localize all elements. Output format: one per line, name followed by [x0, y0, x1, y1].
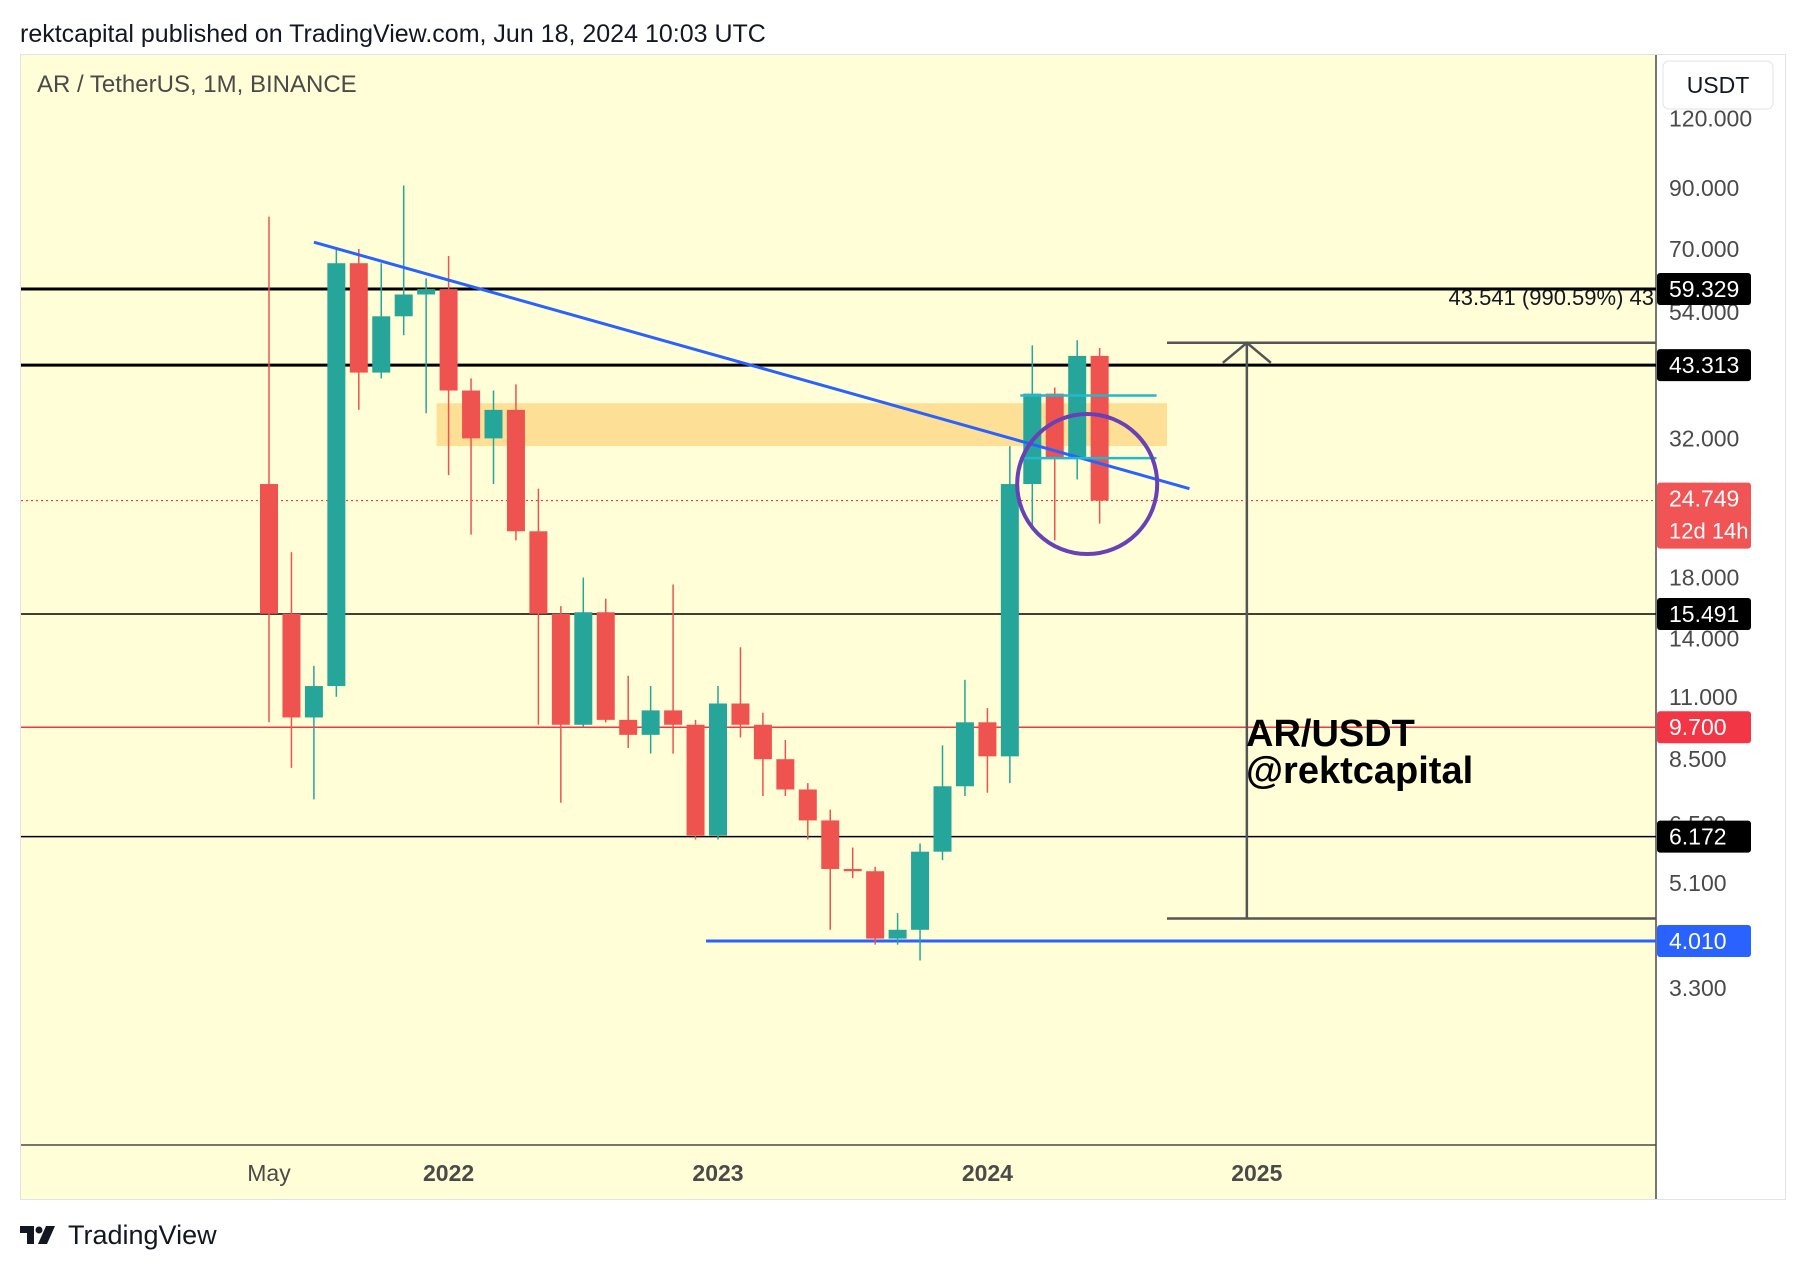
countdown-label: 12d 14h [1669, 519, 1749, 544]
y-tick-label: 90.000 [1669, 175, 1739, 201]
candle-body [1090, 355, 1109, 501]
price-label: 4.010 [1669, 928, 1727, 954]
candle-body [372, 316, 391, 373]
measure-label: 43.541 (990.59%) 43 [1449, 285, 1655, 310]
time-axis-background [21, 1145, 1656, 1199]
price-label-box [1657, 820, 1751, 853]
plot-background [21, 55, 1656, 1145]
price-label: 43.313 [1669, 352, 1739, 378]
y-tick-label: 70.000 [1669, 236, 1739, 262]
candle-body [641, 710, 660, 735]
candle-body [664, 710, 683, 725]
y-tick-label: 3.300 [1669, 975, 1727, 1001]
candle-body [821, 820, 840, 869]
candle-body [574, 612, 593, 725]
currency-label: USDT [1687, 72, 1750, 98]
candle-body [596, 612, 615, 720]
candle-body [304, 686, 323, 718]
candle-body [462, 390, 481, 439]
candle-body [1000, 484, 1019, 757]
trendline [313, 240, 1190, 491]
candle-body [866, 871, 885, 939]
candle-body [394, 294, 413, 317]
measure-arrowhead [1222, 341, 1272, 364]
price-label: 59.329 [1669, 276, 1739, 302]
candle-body [933, 786, 952, 852]
x-tick-label: 2023 [692, 1160, 743, 1186]
candle-body [709, 703, 727, 836]
y-tick-label: 32.000 [1669, 425, 1739, 451]
candle-body [417, 289, 436, 295]
candle-body [776, 759, 795, 790]
x-tick-label: May [247, 1160, 291, 1186]
tradingview-logo-icon [20, 1226, 55, 1244]
candle-body [260, 484, 278, 614]
x-tick-label: 2024 [962, 1160, 1013, 1186]
annotation-handle: @rektcapital [1246, 750, 1473, 792]
candle-body [327, 263, 346, 687]
candle-body [506, 409, 525, 532]
price-label-box [1657, 925, 1751, 957]
candle-body [282, 613, 301, 718]
chart-title: AR / TetherUS, 1M, BINANCE [37, 71, 357, 98]
candle-body [1068, 355, 1087, 459]
price-label: 15.491 [1669, 601, 1739, 627]
candle-body [753, 724, 772, 760]
candle-body [911, 851, 930, 930]
x-tick-label: 2025 [1231, 1160, 1282, 1186]
candle-body [978, 722, 997, 757]
highlight-zone [436, 403, 1168, 447]
candle-body [843, 868, 862, 872]
price-label: 24.749 [1669, 486, 1739, 512]
y-tick-label: 120.000 [1669, 106, 1752, 132]
candle-body [529, 531, 548, 614]
candle-body [1045, 393, 1064, 459]
price-label: 9.700 [1669, 714, 1727, 740]
candle-body [619, 719, 638, 735]
candle-body [798, 789, 817, 821]
candle-body [349, 263, 368, 373]
y-tick-label: 18.000 [1669, 565, 1739, 591]
price-label-box [1657, 482, 1751, 549]
currency-button[interactable] [1662, 60, 1774, 110]
x-tick-label: 2022 [423, 1160, 474, 1186]
price-chart[interactable]: 43.541 (990.59%) 43 AR/USDT@rektcapital 1… [21, 55, 1785, 1199]
price-label-box [1657, 711, 1751, 744]
tradingview-logo[interactable]: TradingView [20, 1220, 217, 1250]
y-tick-label: 8.500 [1669, 746, 1727, 772]
chart-frame: 43.541 (990.59%) 43 AR/USDT @rektcapital 1… [20, 54, 1786, 1200]
candle-body [686, 724, 705, 836]
price-label-box [1657, 597, 1751, 630]
candle-body [888, 929, 907, 939]
candle-body [731, 703, 750, 725]
y-tick-label: 11.000 [1669, 684, 1738, 710]
price-label-box [1657, 273, 1751, 305]
publish-header: rektcapital published on TradingView.com… [20, 20, 766, 48]
candle-body [551, 613, 570, 725]
candle-body [439, 289, 458, 391]
candle-body [955, 722, 974, 787]
tradingview-brand: TradingView [68, 1219, 217, 1250]
highlight-circle [1015, 412, 1160, 557]
price-label: 6.172 [1669, 824, 1727, 850]
price-label-box [1657, 349, 1751, 382]
candle-body [484, 409, 503, 439]
annotation-pair: AR/USDT [1246, 713, 1415, 755]
y-tick-label: 5.100 [1669, 870, 1727, 896]
